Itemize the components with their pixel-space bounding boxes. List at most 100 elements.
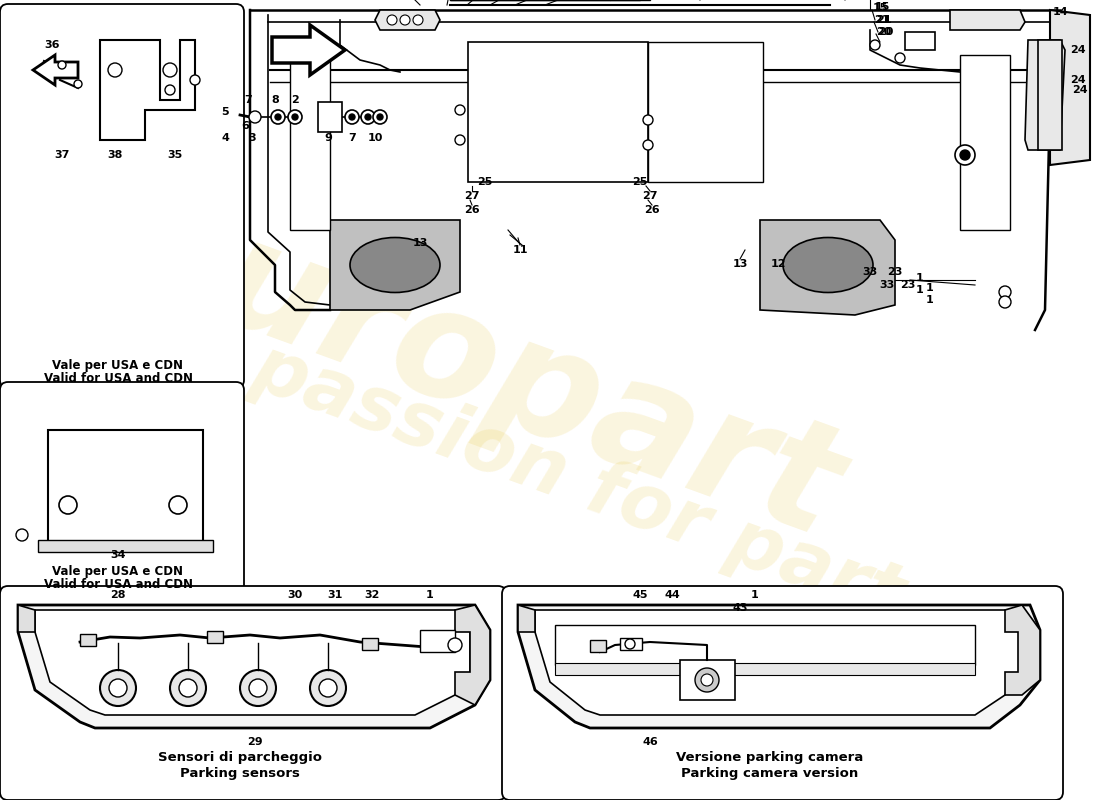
Polygon shape xyxy=(18,605,35,632)
Circle shape xyxy=(895,53,905,63)
Circle shape xyxy=(365,114,371,120)
Polygon shape xyxy=(375,10,440,30)
Text: 28: 28 xyxy=(110,590,125,600)
Circle shape xyxy=(349,114,355,120)
Circle shape xyxy=(625,639,635,649)
Text: 20: 20 xyxy=(877,27,892,37)
Text: passion for parts: passion for parts xyxy=(243,330,957,650)
Circle shape xyxy=(59,496,77,514)
Bar xyxy=(960,55,1010,230)
Circle shape xyxy=(999,286,1011,298)
Text: 41: 41 xyxy=(465,0,481,2)
Circle shape xyxy=(345,110,359,124)
Text: 34: 34 xyxy=(110,550,125,560)
Text: 24: 24 xyxy=(550,0,565,2)
Text: Parking camera version: Parking camera version xyxy=(681,767,859,781)
Circle shape xyxy=(292,114,298,120)
Text: 36: 36 xyxy=(44,40,59,50)
Circle shape xyxy=(190,75,200,85)
Circle shape xyxy=(165,85,175,95)
Bar xyxy=(207,631,223,643)
Text: Vale per USA e CDN: Vale per USA e CDN xyxy=(53,566,184,578)
Circle shape xyxy=(249,679,267,697)
Text: 43: 43 xyxy=(733,603,748,613)
Circle shape xyxy=(455,105,465,115)
Text: Vale per USA e CDN: Vale per USA e CDN xyxy=(53,358,184,371)
Text: 3: 3 xyxy=(249,133,256,143)
Text: 23: 23 xyxy=(900,280,915,290)
Polygon shape xyxy=(1005,605,1040,695)
Text: 23: 23 xyxy=(888,267,903,277)
Circle shape xyxy=(109,679,126,697)
Text: 33: 33 xyxy=(879,280,894,290)
Bar xyxy=(318,102,342,132)
Circle shape xyxy=(400,15,410,25)
Circle shape xyxy=(163,63,177,77)
Bar xyxy=(80,634,96,646)
Text: 20: 20 xyxy=(878,27,893,37)
Circle shape xyxy=(870,40,880,50)
FancyBboxPatch shape xyxy=(0,586,506,800)
Circle shape xyxy=(361,110,375,124)
Text: 27: 27 xyxy=(464,191,480,201)
Circle shape xyxy=(999,296,1011,308)
Polygon shape xyxy=(272,25,345,75)
Polygon shape xyxy=(518,605,535,632)
Bar xyxy=(362,638,378,650)
Polygon shape xyxy=(535,610,1022,715)
Bar xyxy=(48,430,204,545)
Polygon shape xyxy=(1038,40,1061,150)
Text: 24: 24 xyxy=(1070,75,1086,85)
Text: 13: 13 xyxy=(733,259,748,269)
Circle shape xyxy=(288,110,302,124)
Text: Versione parking camera: Versione parking camera xyxy=(676,751,864,765)
Text: 9: 9 xyxy=(324,133,332,143)
Circle shape xyxy=(249,111,261,123)
Polygon shape xyxy=(1050,10,1090,165)
Circle shape xyxy=(108,63,122,77)
Text: 10: 10 xyxy=(367,133,383,143)
Text: 35: 35 xyxy=(167,150,183,160)
Circle shape xyxy=(310,670,346,706)
Polygon shape xyxy=(100,40,195,140)
Bar xyxy=(556,663,975,675)
Circle shape xyxy=(271,110,285,124)
Text: 21: 21 xyxy=(877,15,892,25)
Circle shape xyxy=(955,145,975,165)
Polygon shape xyxy=(950,10,1025,30)
Text: 24: 24 xyxy=(1072,85,1088,95)
Circle shape xyxy=(275,114,280,120)
Text: 42: 42 xyxy=(407,0,422,2)
Text: 6: 6 xyxy=(241,121,249,131)
Circle shape xyxy=(701,674,713,686)
Text: 11: 11 xyxy=(513,245,528,255)
Circle shape xyxy=(695,668,719,692)
FancyBboxPatch shape xyxy=(0,4,244,388)
Bar xyxy=(39,540,213,552)
Text: Valid for USA and CDN: Valid for USA and CDN xyxy=(44,578,192,590)
Bar xyxy=(680,660,735,700)
Circle shape xyxy=(448,638,462,652)
Polygon shape xyxy=(35,610,470,715)
Circle shape xyxy=(240,670,276,706)
Circle shape xyxy=(412,15,424,25)
Text: 25: 25 xyxy=(477,177,493,187)
Ellipse shape xyxy=(783,238,873,293)
Text: 1: 1 xyxy=(916,285,924,295)
Text: 33: 33 xyxy=(862,267,878,277)
Text: 46: 46 xyxy=(642,737,658,747)
Bar xyxy=(590,640,606,652)
Text: 1: 1 xyxy=(926,295,934,305)
FancyBboxPatch shape xyxy=(502,586,1063,800)
Circle shape xyxy=(74,80,82,88)
Text: 32: 32 xyxy=(364,590,380,600)
Text: 44: 44 xyxy=(664,590,680,600)
Text: 12: 12 xyxy=(770,259,785,269)
Text: 4: 4 xyxy=(221,133,229,143)
Polygon shape xyxy=(760,220,895,315)
Text: 15: 15 xyxy=(872,3,888,13)
Polygon shape xyxy=(33,55,78,85)
Text: Valid for USA and CDN: Valid for USA and CDN xyxy=(44,371,192,385)
Polygon shape xyxy=(330,220,460,310)
Bar xyxy=(290,55,330,230)
